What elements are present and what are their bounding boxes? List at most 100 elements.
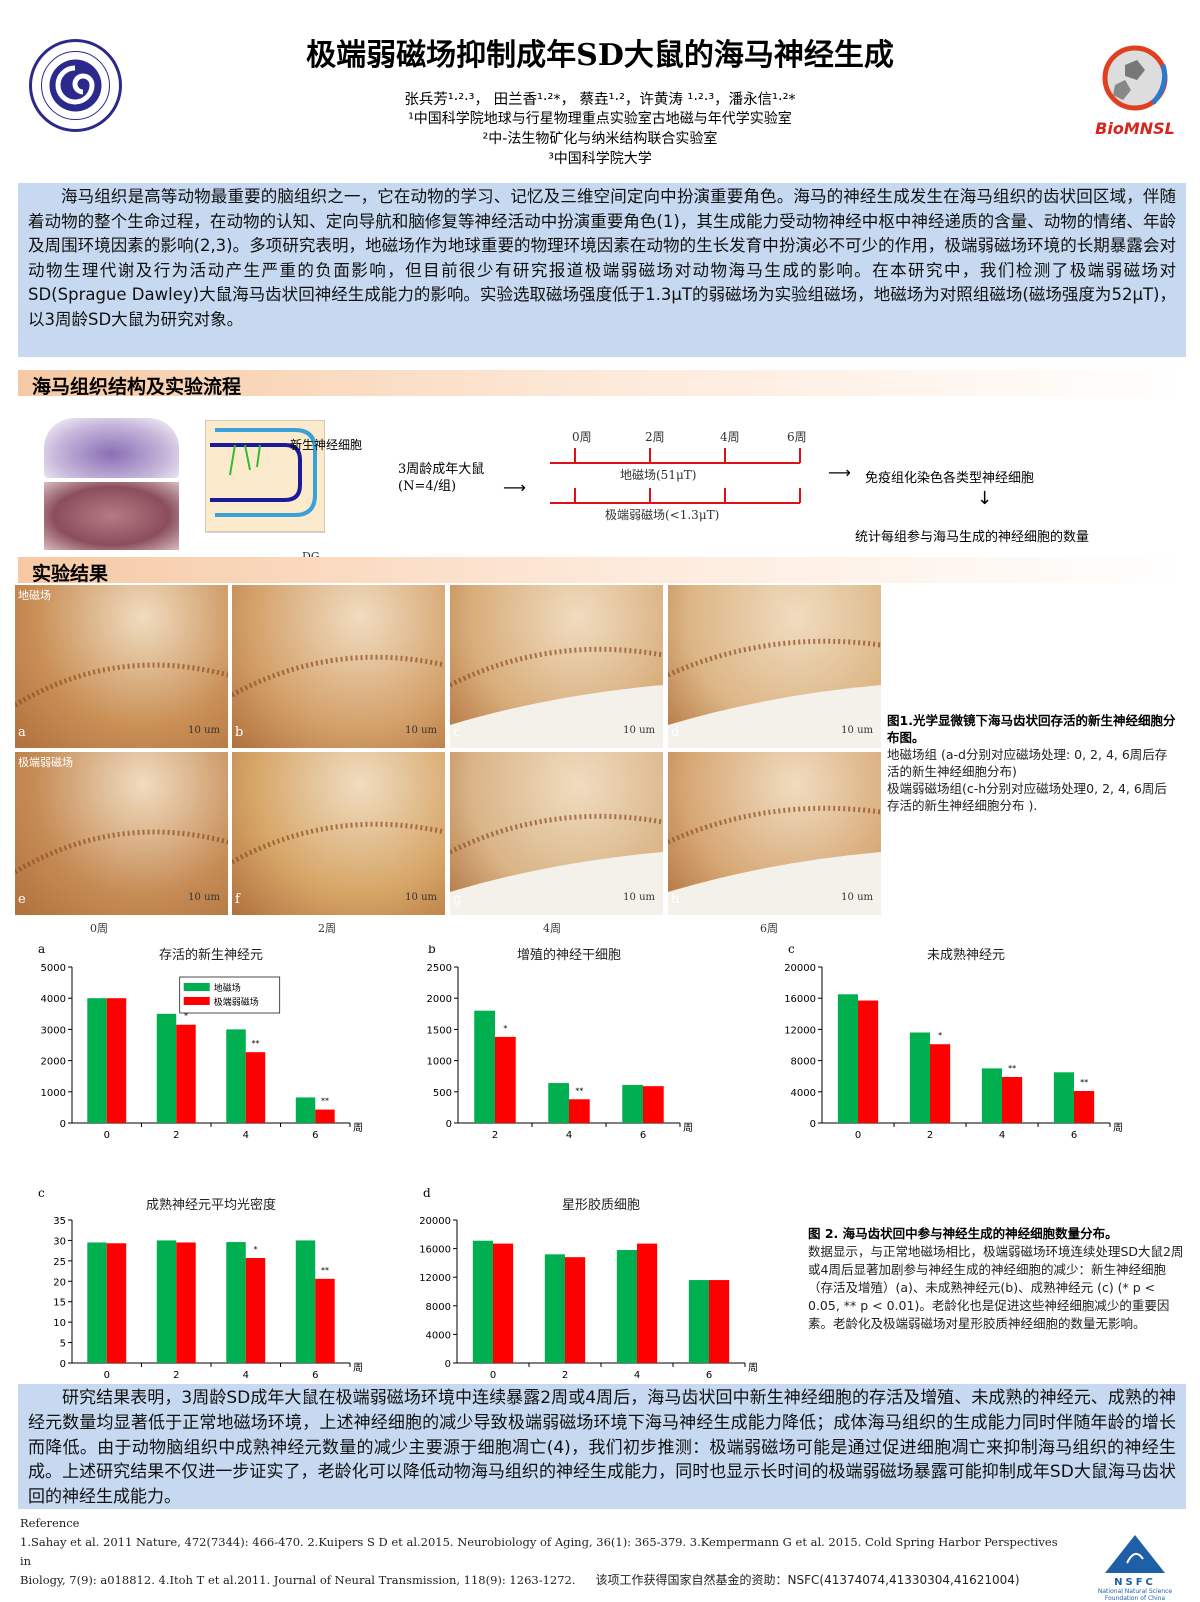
micrograph-f: f 10 um xyxy=(232,752,445,915)
flow-step3: 统计每组参与海马生成的神经细胞的数量 xyxy=(855,530,1090,545)
chart-title: 增殖的神经干细胞 xyxy=(517,947,621,963)
hmf-bar xyxy=(1002,1076,1023,1123)
chart-title: 未成熟神经元 xyxy=(927,947,1005,963)
hmf-bar xyxy=(315,1278,335,1363)
panel-letter: g xyxy=(453,892,462,907)
introduction-box: 海马组织是高等动物最重要的脑组织之一，它在动物的学习、记忆及三维空间定向中扮演重… xyxy=(18,183,1186,357)
affiliation-1: ¹中国科学院地球与行星物理重点实验室古地磁与年代学实验室 xyxy=(408,111,792,127)
x-tick-label: 4 xyxy=(243,1130,249,1141)
institute-logo xyxy=(28,38,123,133)
scale-bar-label: 10 um xyxy=(623,892,655,903)
y-tick-label: 16000 xyxy=(419,1245,451,1256)
micrograph-c: c 10 um xyxy=(450,585,663,748)
row-label: 地磁场 xyxy=(18,589,51,602)
y-tick-label: 0 xyxy=(810,1119,816,1130)
x-tick-label: 6 xyxy=(312,1370,318,1381)
scale-bar-label: 10 um xyxy=(188,725,220,736)
hmf-bar xyxy=(315,1109,335,1123)
y-tick-label: 8000 xyxy=(791,1057,816,1068)
y-tick-label: 20000 xyxy=(419,1216,451,1227)
x-tick-label: 0 xyxy=(490,1370,496,1381)
panel-letter: b xyxy=(235,725,244,740)
week-label: 0周 xyxy=(90,922,108,935)
significance-mark: ** xyxy=(1080,1078,1088,1087)
y-tick-label: 0 xyxy=(60,1359,66,1370)
hmf-bar xyxy=(245,1257,266,1363)
scale-bar-label: 10 um xyxy=(623,725,655,736)
micrograph-g: g 10 um xyxy=(450,752,663,915)
gmf-bar xyxy=(981,1068,1002,1123)
gmf-bar xyxy=(688,1280,709,1363)
bar-chart-2: c 未成熟神经元 0 4000 8000 12000 16000 20000 0 2 * 4 ** 6 **… xyxy=(784,945,1123,1141)
gmf-bar xyxy=(226,1242,246,1363)
scale-bar-label: 10 um xyxy=(841,892,873,903)
y-tick-label: 3000 xyxy=(41,1025,66,1036)
significance-mark: * xyxy=(938,1031,942,1040)
y-tick-label: 20 xyxy=(53,1277,66,1288)
gmf-bar xyxy=(622,1084,643,1123)
hmf-bar xyxy=(106,1243,127,1363)
gmf-bar xyxy=(472,1240,493,1363)
significance-mark: ** xyxy=(321,1097,329,1106)
scale-bar-label: 10 um xyxy=(188,892,220,903)
bar-chart-1: b 增殖的神经干细胞 0 500 1000 1500 2000 2500 2 * 4 ** 6 周 xyxy=(427,945,693,1141)
hmf-bar xyxy=(858,1000,879,1123)
hmf-bar xyxy=(106,998,127,1123)
gmf-bar xyxy=(616,1250,637,1363)
x-tick-label: 2 xyxy=(927,1130,933,1141)
week-label: 6周 xyxy=(760,922,778,935)
y-tick-label: 10 xyxy=(53,1318,66,1329)
x-unit-label: 周 xyxy=(353,1362,363,1374)
affiliation-3: ³中国科学院大学 xyxy=(548,151,652,167)
hmf-bar xyxy=(637,1243,658,1363)
hmf-bar xyxy=(643,1086,664,1123)
panel-letter: d xyxy=(671,725,680,740)
legend-swatch xyxy=(183,983,210,991)
panel-letter: b xyxy=(428,945,436,956)
x-tick-label: 4 xyxy=(999,1130,1005,1141)
hmf-bar xyxy=(495,1036,516,1123)
y-tick-label: 15 xyxy=(53,1298,66,1309)
y-tick-label: 1000 xyxy=(427,1057,452,1068)
dentate-gyrus-diagram xyxy=(204,419,326,545)
hmf-bar xyxy=(245,1052,266,1123)
hmf-bar xyxy=(565,1257,586,1363)
y-tick-label: 20000 xyxy=(784,963,816,974)
micrograph-d: d 10 um xyxy=(668,585,881,748)
section-header-structure: 海马组织结构及实验流程 xyxy=(18,370,1186,398)
gmf-label: 地磁场(51μT) xyxy=(620,468,697,482)
biomnsl-logo: BioMNSL xyxy=(1075,40,1195,138)
x-tick-label: 0 xyxy=(104,1370,110,1381)
x-tick-label: 6 xyxy=(1071,1130,1077,1141)
y-tick-label: 12000 xyxy=(784,1025,816,1036)
timeline: 0周 2周 4周 6周 地磁场(51μT) 极端弱磁场(<1.3μT) xyxy=(550,430,807,522)
x-tick-label: 0 xyxy=(855,1130,861,1141)
flow-start: 3周龄成年大鼠 (N=4/组) xyxy=(398,462,485,494)
micrograph-e: e 10 um 极端弱磁场 xyxy=(15,752,228,915)
panel-letter: a xyxy=(38,945,45,956)
x-tick-label: 4 xyxy=(634,1370,640,1381)
week-label: 2周 xyxy=(318,922,336,935)
x-tick-label: 6 xyxy=(640,1130,646,1141)
gmf-bar xyxy=(87,1242,107,1363)
panel-letter: h xyxy=(671,892,680,907)
y-tick-label: 2500 xyxy=(427,963,452,974)
row-label: 极端弱磁场 xyxy=(18,756,73,769)
significance-mark: * xyxy=(184,1012,188,1021)
hmf-bar xyxy=(1074,1091,1095,1123)
gmf-bar xyxy=(156,1240,177,1363)
gmf-bar xyxy=(474,1010,495,1123)
y-tick-label: 4000 xyxy=(791,1088,816,1099)
week-label: 4周 xyxy=(543,922,561,935)
flow-step2: 免疫组化染色各类型神经细胞 xyxy=(865,471,1035,486)
y-tick-label: 500 xyxy=(433,1088,452,1099)
gmf-bar xyxy=(156,1013,177,1123)
panel-letter: f xyxy=(235,892,240,907)
bar-chart-0: a 存活的新生神经元 0 1000 2000 3000 4000 5000 0 2 * 4 ** 6 ** 周… xyxy=(38,945,363,1141)
chart-title: 成熟神经元平均光密度 xyxy=(146,1197,276,1213)
scale-bar-label: 10 um xyxy=(841,725,873,736)
x-unit-label: 周 xyxy=(748,1362,758,1374)
section-header-results: 实验结果 xyxy=(18,557,1186,585)
gmf-bar xyxy=(1053,1072,1074,1123)
y-tick-label: 5000 xyxy=(41,963,66,974)
